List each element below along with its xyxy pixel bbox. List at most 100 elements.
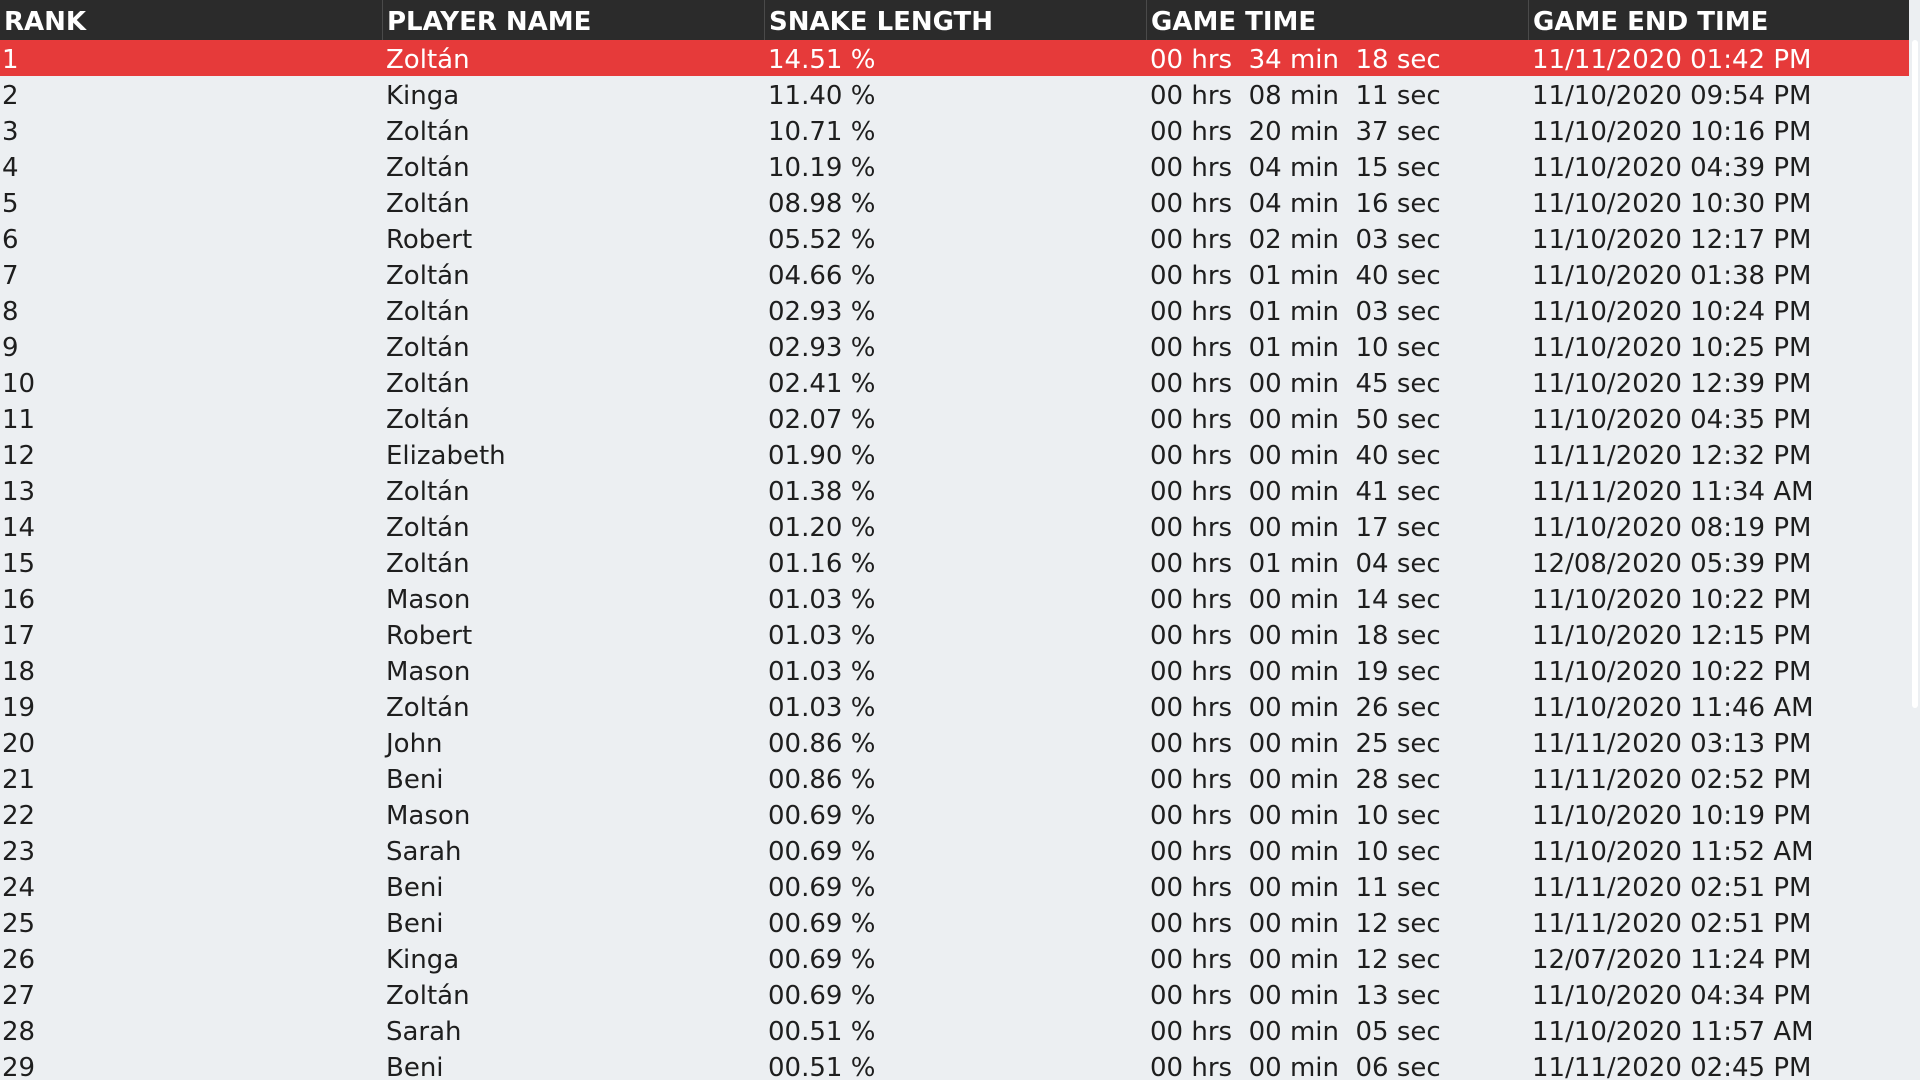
- player-name-cell: Robert: [386, 225, 473, 255]
- column-header-game-time[interactable]: GAME TIME: [1146, 0, 1528, 40]
- snake-length-cell: 00.69 %: [768, 801, 876, 831]
- table-row[interactable]: 24 Beni 00.69 % 00 hrs 00 min 11 sec 11/11/2…: [0, 868, 1909, 904]
- table-row[interactable]: 9 Zoltán 02.93 % 00 hrs 01 min 10 sec 11/10/…: [0, 328, 1909, 364]
- rank-cell: 8: [2, 297, 19, 327]
- snake-length-cell: 00.69 %: [768, 945, 876, 975]
- game-end-time-cell: 11/10/2020 11:57 AM: [1532, 1017, 1814, 1047]
- table-row[interactable]: 15 Zoltán 01.16 % 00 hrs 01 min 04 sec 12/08…: [0, 544, 1909, 580]
- rank-cell: 16: [2, 585, 36, 615]
- table-row[interactable]: 20 John 00.86 % 00 hrs 00 min 25 sec 11/11/2…: [0, 724, 1909, 760]
- game-time-cell: 00 hrs 00 min 45 sec: [1150, 369, 1441, 399]
- vertical-scrollbar[interactable]: [1909, 40, 1920, 1080]
- player-name-cell: Elizabeth: [386, 441, 506, 471]
- table-row[interactable]: 8 Zoltán 02.93 % 00 hrs 01 min 03 sec 11/10/…: [0, 292, 1909, 328]
- player-name-cell: Kinga: [386, 81, 460, 111]
- player-name-cell: Zoltán: [386, 477, 470, 507]
- game-end-time-cell: 11/11/2020 03:13 PM: [1532, 729, 1812, 759]
- rank-cell: 23: [2, 837, 36, 867]
- rank-cell: 11: [2, 405, 36, 435]
- game-time-cell: 00 hrs 01 min 40 sec: [1150, 261, 1441, 291]
- table-row[interactable]: 17 Robert 01.03 % 00 hrs 00 min 18 sec 11/10…: [0, 616, 1909, 652]
- table-row[interactable]: 13 Zoltán 01.38 % 00 hrs 00 min 41 sec 11/11…: [0, 472, 1909, 508]
- game-time-cell: 00 hrs 04 min 15 sec: [1150, 153, 1441, 183]
- table-header: RANK PLAYER NAME SNAKE LENGTH GAME TIME …: [0, 0, 1909, 40]
- rank-cell: 18: [2, 657, 36, 687]
- game-end-time-cell: 11/10/2020 10:22 PM: [1532, 657, 1812, 687]
- player-name-cell: Zoltán: [386, 405, 470, 435]
- rank-cell: 25: [2, 909, 36, 939]
- table-row[interactable]: 4 Zoltán 10.19 % 00 hrs 04 min 15 sec 11/10/…: [0, 148, 1909, 184]
- table-row[interactable]: 11 Zoltán 02.07 % 00 hrs 00 min 50 sec 11/10…: [0, 400, 1909, 436]
- game-time-cell: 00 hrs 00 min 12 sec: [1150, 945, 1441, 975]
- player-name-cell: Zoltán: [386, 297, 470, 327]
- table-row[interactable]: 2 Kinga 11.40 % 00 hrs 08 min 11 sec 11/10/2…: [0, 76, 1909, 112]
- table-row[interactable]: 10 Zoltán 02.41 % 00 hrs 00 min 45 sec 11/10…: [0, 364, 1909, 400]
- snake-length-cell: 14.51 %: [768, 45, 876, 75]
- table-row[interactable]: 23 Sarah 00.69 % 00 hrs 00 min 10 sec 11/10/…: [0, 832, 1909, 868]
- player-name-cell: Zoltán: [386, 549, 470, 579]
- table-row[interactable]: 21 Beni 00.86 % 00 hrs 00 min 28 sec 11/11/2…: [0, 760, 1909, 796]
- player-name-cell: Mason: [386, 585, 471, 615]
- game-time-cell: 00 hrs 00 min 13 sec: [1150, 981, 1441, 1011]
- game-end-time-cell: 11/10/2020 12:15 PM: [1532, 621, 1812, 651]
- rank-cell: 26: [2, 945, 36, 975]
- table-row[interactable]: 12 Elizabeth 01.90 % 00 hrs 00 min 40 sec 11…: [0, 436, 1909, 472]
- table-row[interactable]: 25 Beni 00.69 % 00 hrs 00 min 12 sec 11/11/2…: [0, 904, 1909, 940]
- player-name-cell: Kinga: [386, 945, 460, 975]
- game-time-cell: 00 hrs 20 min 37 sec: [1150, 117, 1441, 147]
- table-row[interactable]: 18 Mason 01.03 % 00 hrs 00 min 19 sec 11/10/…: [0, 652, 1909, 688]
- rank-cell: 4: [2, 153, 19, 183]
- snake-length-cell: 00.69 %: [768, 873, 876, 903]
- game-time-cell: 00 hrs 00 min 14 sec: [1150, 585, 1441, 615]
- table-row[interactable]: 7 Zoltán 04.66 % 00 hrs 01 min 40 sec 11/10/…: [0, 256, 1909, 292]
- column-header-rank[interactable]: RANK: [4, 7, 87, 37]
- player-name-cell: John: [386, 729, 443, 759]
- table-row[interactable]: 27 Zoltán 00.69 % 00 hrs 00 min 13 sec 11/10…: [0, 976, 1909, 1012]
- snake-length-cell: 00.86 %: [768, 729, 876, 759]
- column-header-game-end-time[interactable]: GAME END TIME: [1528, 0, 1910, 40]
- game-end-time-cell: 11/10/2020 08:19 PM: [1532, 513, 1812, 543]
- game-end-time-cell: 11/10/2020 10:19 PM: [1532, 801, 1812, 831]
- rank-cell: 20: [2, 729, 36, 759]
- table-row[interactable]: 5 Zoltán 08.98 % 00 hrs 04 min 16 sec 11/10/…: [0, 184, 1909, 220]
- rank-cell: 1: [2, 45, 19, 75]
- game-time-cell: 00 hrs 00 min 41 sec: [1150, 477, 1441, 507]
- rank-cell: 5: [2, 189, 19, 219]
- table-row[interactable]: 29 Beni 00.51 % 00 hrs 00 min 06 sec 11/11/2…: [0, 1048, 1909, 1080]
- column-header-snake-length[interactable]: SNAKE LENGTH: [764, 0, 1146, 40]
- snake-length-cell: 01.03 %: [768, 657, 876, 687]
- snake-length-cell: 01.90 %: [768, 441, 876, 471]
- rank-cell: 27: [2, 981, 36, 1011]
- game-end-time-cell: 11/11/2020 11:34 AM: [1532, 477, 1814, 507]
- rank-cell: 29: [2, 1053, 36, 1080]
- player-name-cell: Mason: [386, 801, 471, 831]
- table-row[interactable]: 26 Kinga 00.69 % 00 hrs 00 min 12 sec 12/07/…: [0, 940, 1909, 976]
- table-row[interactable]: 6 Robert 05.52 % 00 hrs 02 min 03 sec 11/10/…: [0, 220, 1909, 256]
- game-time-cell: 00 hrs 00 min 12 sec: [1150, 909, 1441, 939]
- player-name-cell: Zoltán: [386, 513, 470, 543]
- rank-cell: 19: [2, 693, 36, 723]
- player-name-cell: Beni: [386, 909, 444, 939]
- snake-length-cell: 00.51 %: [768, 1053, 876, 1080]
- player-name-cell: Beni: [386, 765, 444, 795]
- table-row[interactable]: 28 Sarah 00.51 % 00 hrs 00 min 05 sec 11/10/…: [0, 1012, 1909, 1048]
- table-row[interactable]: 16 Mason 01.03 % 00 hrs 00 min 14 sec 11/10/…: [0, 580, 1909, 616]
- table-row[interactable]: 19 Zoltán 01.03 % 00 hrs 00 min 26 sec 11/10…: [0, 688, 1909, 724]
- player-name-cell: Zoltán: [386, 189, 470, 219]
- table-row[interactable]: 14 Zoltán 01.20 % 00 hrs 00 min 17 sec 11/10…: [0, 508, 1909, 544]
- column-header-player-name[interactable]: PLAYER NAME: [382, 0, 764, 40]
- snake-length-cell: 00.69 %: [768, 981, 876, 1011]
- game-end-time-cell: 11/10/2020 12:17 PM: [1532, 225, 1812, 255]
- game-time-cell: 00 hrs 00 min 50 sec: [1150, 405, 1441, 435]
- table-row-selected[interactable]: 1 Zoltán 14.51 % 00 hrs 34 min 18 sec 11/11/…: [0, 40, 1909, 76]
- table-row[interactable]: 3 Zoltán 10.71 % 00 hrs 20 min 37 sec 11/10/…: [0, 112, 1909, 148]
- snake-length-cell: 08.98 %: [768, 189, 876, 219]
- table-row[interactable]: 22 Mason 00.69 % 00 hrs 00 min 10 sec 11/10/…: [0, 796, 1909, 832]
- game-time-cell: 00 hrs 00 min 40 sec: [1150, 441, 1441, 471]
- rank-cell: 17: [2, 621, 36, 651]
- rank-cell: 12: [2, 441, 36, 471]
- scrollbar-thumb[interactable]: [1912, 40, 1918, 708]
- snake-length-cell: 02.07 %: [768, 405, 876, 435]
- game-end-time-cell: 12/08/2020 05:39 PM: [1532, 549, 1812, 579]
